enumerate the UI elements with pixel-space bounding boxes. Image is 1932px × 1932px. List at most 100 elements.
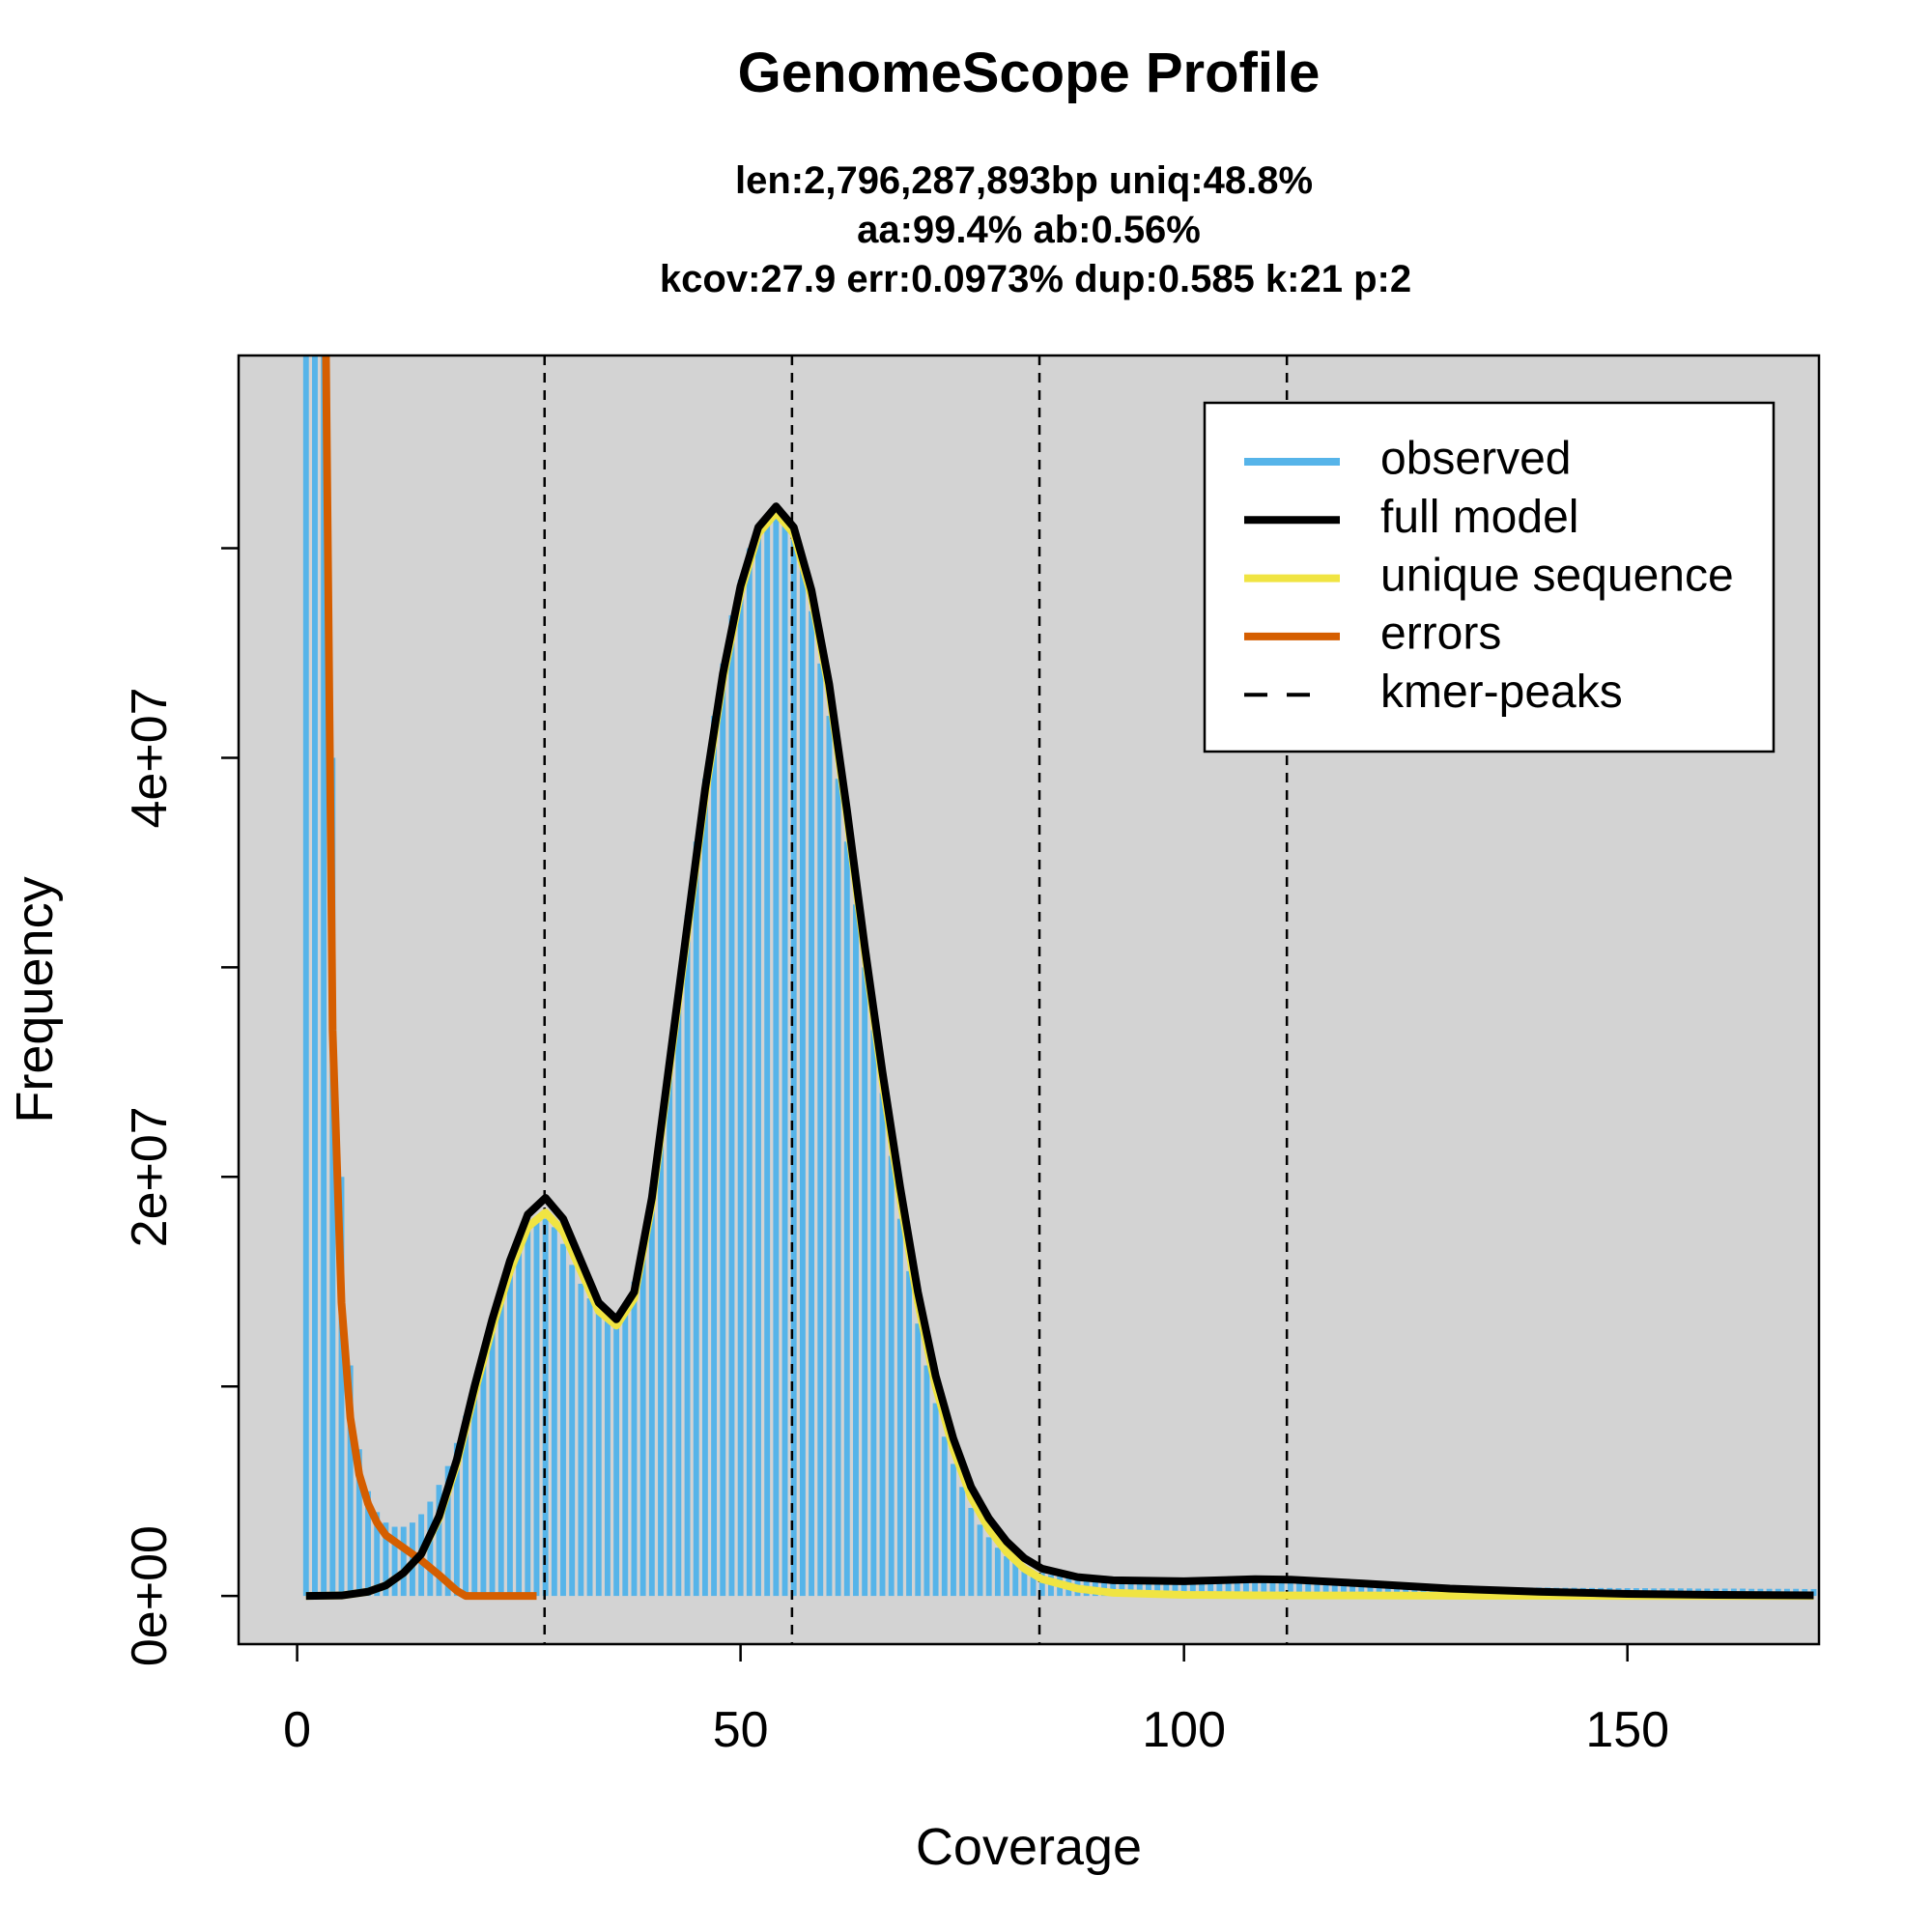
bar [737, 580, 744, 1597]
bar [1154, 1580, 1161, 1597]
bar [781, 517, 788, 1597]
bar [1358, 1581, 1365, 1597]
bar [586, 1298, 593, 1597]
bar [1004, 1555, 1009, 1597]
bar [799, 569, 806, 1597]
bar [639, 1243, 646, 1597]
bar [1021, 1566, 1028, 1597]
bar [1119, 1579, 1125, 1597]
x-tick-label: 0 [283, 1702, 311, 1758]
bar [497, 1292, 504, 1597]
bar [879, 1093, 886, 1597]
bar [595, 1306, 602, 1597]
bar [959, 1487, 966, 1597]
bar [915, 1323, 922, 1597]
bar [1394, 1583, 1400, 1597]
bar [1287, 1579, 1293, 1597]
bar [506, 1264, 513, 1597]
y-tick-label: 4e+07 [122, 687, 178, 828]
bar [790, 537, 797, 1597]
legend-label: observed [1380, 434, 1571, 485]
legend-label: errors [1380, 609, 1501, 660]
plot-layer [302, 355, 1817, 1644]
bar [720, 663, 726, 1597]
bar [728, 614, 735, 1597]
bar [853, 904, 859, 1597]
subtitle: aa:99.4% ab:0.56% [857, 209, 1201, 251]
bar [463, 1415, 469, 1597]
subtitle: len:2,796,287,893bp uniq:48.8% [735, 159, 1313, 202]
bar [1242, 1579, 1249, 1597]
bar [312, 355, 318, 1597]
bar [985, 1537, 992, 1597]
x-tick-label: 50 [713, 1702, 769, 1758]
bar [862, 967, 868, 1597]
bar [1216, 1579, 1223, 1597]
x-tick-label: 100 [1142, 1702, 1226, 1758]
bar [835, 779, 841, 1597]
bar [374, 1512, 381, 1597]
bar [1278, 1579, 1285, 1597]
bar [968, 1508, 975, 1597]
bar [1384, 1583, 1391, 1597]
bar [977, 1524, 983, 1597]
bar [826, 716, 833, 1597]
bar [951, 1463, 956, 1597]
bar [809, 611, 815, 1597]
bar [817, 663, 824, 1597]
bar [711, 716, 718, 1597]
bar [773, 512, 780, 1597]
bar [338, 1177, 345, 1597]
bar [1261, 1579, 1267, 1597]
bar [923, 1365, 930, 1597]
bar [347, 1365, 354, 1597]
bar [622, 1302, 629, 1597]
bar [578, 1283, 584, 1597]
bar [1314, 1579, 1321, 1597]
bar [365, 1491, 371, 1597]
legend-label: kmer-peaks [1380, 667, 1623, 718]
x-axis-label: Coverage [916, 1818, 1142, 1876]
subtitle: kcov:27.9 err:0.0973% dup:0.585 k:21 p:2 [660, 258, 1411, 300]
bar [604, 1313, 611, 1597]
bar [1234, 1579, 1240, 1597]
bar [746, 548, 753, 1597]
bar [427, 1501, 434, 1597]
bar [400, 1526, 407, 1597]
bar [764, 517, 771, 1597]
bar [693, 841, 699, 1597]
legend-label: unique sequence [1380, 550, 1734, 601]
chart-title: GenomeScope Profile [738, 42, 1321, 104]
bar [1252, 1579, 1259, 1597]
bar [888, 1155, 895, 1597]
bar [994, 1548, 1001, 1597]
bar [870, 1030, 877, 1597]
y-axis-label: Frequency [6, 876, 64, 1122]
y-tick-label: 0e+00 [122, 1525, 178, 1666]
bar [489, 1323, 496, 1597]
series-line [322, 355, 537, 1601]
bar [560, 1243, 566, 1597]
bar [613, 1313, 620, 1597]
bar [383, 1522, 389, 1597]
bar [321, 355, 327, 1597]
bar [1367, 1582, 1374, 1597]
bar [302, 355, 309, 1597]
bar [391, 1526, 398, 1597]
bar [329, 757, 336, 1597]
bar [896, 1218, 903, 1597]
bar [444, 1465, 451, 1597]
bar [1305, 1579, 1312, 1597]
bar [658, 1124, 664, 1597]
bar [684, 915, 691, 1597]
y-tick-label: 2e+07 [122, 1106, 178, 1247]
bar [480, 1354, 487, 1597]
bar [1331, 1580, 1338, 1597]
bar [1101, 1578, 1107, 1597]
bar [1199, 1579, 1205, 1597]
bar [675, 988, 682, 1597]
bar [1208, 1579, 1214, 1597]
bar [1127, 1579, 1134, 1597]
bar [1136, 1579, 1143, 1597]
bar [525, 1229, 531, 1597]
